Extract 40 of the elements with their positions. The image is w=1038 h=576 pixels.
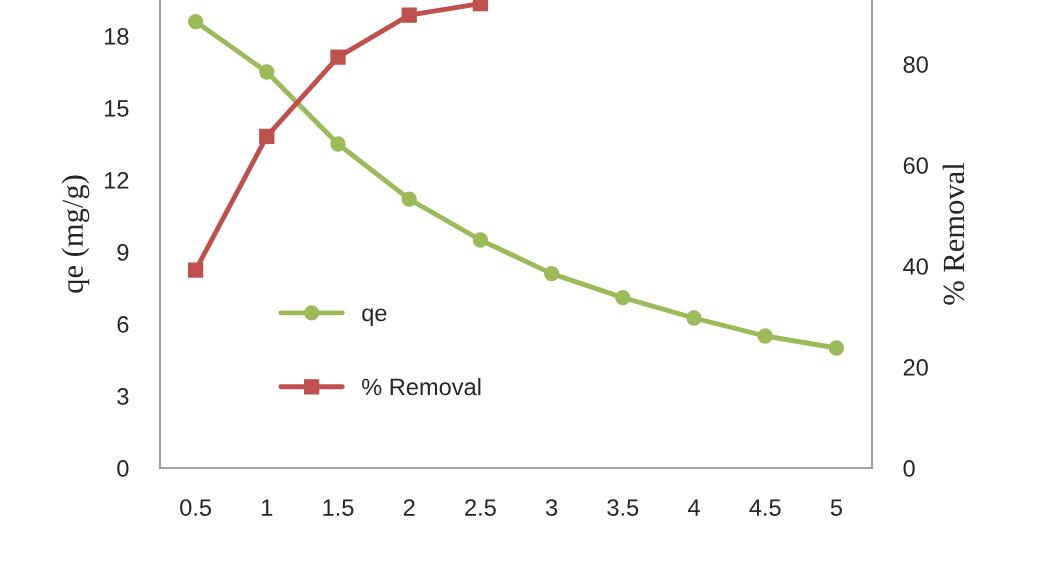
x-tick-label: 5 (830, 499, 842, 516)
y2-tick-label: 60 (903, 157, 928, 174)
point (259, 64, 275, 80)
y2-tick-label: 80 (903, 56, 928, 73)
point (757, 328, 773, 344)
point (330, 49, 346, 65)
point (259, 128, 275, 144)
point (401, 191, 417, 207)
point (187, 13, 204, 30)
y-tick-label: 12 (104, 172, 129, 189)
x-tick-label: 4 (687, 499, 700, 516)
point (686, 310, 702, 326)
y-tick-label: 15 (104, 100, 129, 117)
y-tick-label: 9 (117, 244, 129, 261)
y2-axis-title: % Removal (942, 162, 965, 305)
y-axis-title: qe (mg/g) (61, 175, 90, 293)
y2-tick-label: 20 (903, 359, 928, 376)
y-tick-label: 0 (117, 460, 129, 477)
x-tick-label: 2.5 (465, 499, 496, 516)
point (615, 289, 631, 306)
point (472, 232, 489, 248)
y-tick-label: 3 (117, 388, 129, 405)
legend-label: qe (362, 308, 387, 326)
x-tick-label: 3 (545, 499, 558, 516)
x-tick-label: 4.5 (749, 499, 781, 516)
x-tick-label: 2 (403, 499, 415, 516)
point (330, 136, 346, 152)
x-tick-label: 1 (262, 499, 273, 516)
point (187, 262, 204, 278)
x-tick-label: 3.5 (607, 499, 639, 516)
legend-label: % Removal (362, 377, 481, 396)
y-tick-label: 18 (104, 28, 129, 45)
x-tick-label: 0.5 (180, 499, 212, 516)
y-tick-label: 6 (117, 316, 129, 333)
point (401, 7, 417, 23)
x-tick-label: 1.5 (323, 499, 354, 516)
point (543, 265, 560, 282)
y2-tick-label: 0 (903, 460, 915, 477)
point (828, 340, 845, 356)
y2-tick-label: 40 (903, 258, 928, 275)
